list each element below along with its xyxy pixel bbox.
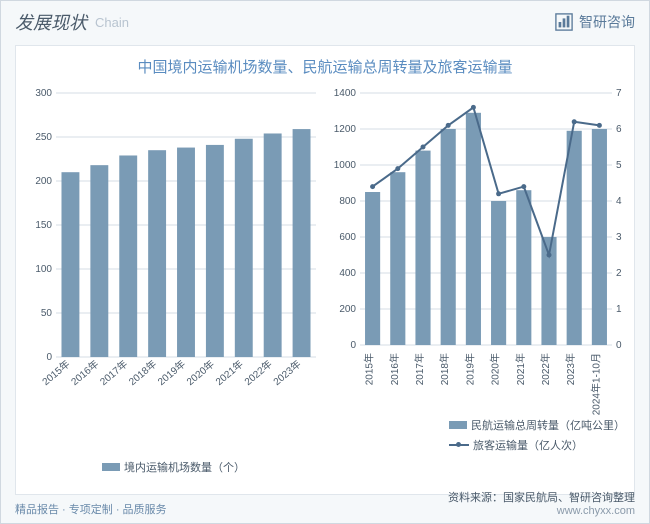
svg-text:5: 5 <box>616 160 622 171</box>
svg-text:2015年: 2015年 <box>39 357 72 388</box>
svg-text:2022年: 2022年 <box>539 353 552 385</box>
svg-text:7: 7 <box>616 88 622 99</box>
page-title: 发展现状 <box>15 9 87 35</box>
svg-text:2020年: 2020年 <box>184 357 217 388</box>
svg-text:2017年: 2017年 <box>413 353 426 385</box>
svg-text:2016年: 2016年 <box>388 353 401 385</box>
svg-text:0: 0 <box>46 352 52 363</box>
svg-text:50: 50 <box>41 308 53 319</box>
svg-text:2021年: 2021年 <box>514 353 527 385</box>
brand-text: 智研咨询 <box>579 12 635 32</box>
svg-text:1200: 1200 <box>334 124 357 135</box>
left-chart: 0501001502002503002015年2016年2017年2018年20… <box>22 87 322 417</box>
svg-text:300: 300 <box>35 88 52 99</box>
page-subtitle: Chain <box>95 15 129 30</box>
footer-url: www.chyxx.com <box>448 505 635 517</box>
left-legend-row: 境内运输机场数量（个） <box>102 459 628 475</box>
legend-bar-icon <box>449 421 467 429</box>
svg-text:2015年: 2015年 <box>363 353 376 385</box>
svg-text:2019年: 2019年 <box>463 353 476 385</box>
svg-text:100: 100 <box>35 264 52 275</box>
svg-text:600: 600 <box>339 232 356 243</box>
svg-text:2016年: 2016年 <box>68 357 101 388</box>
svg-text:6: 6 <box>616 124 622 135</box>
svg-text:2018年: 2018年 <box>126 357 159 388</box>
svg-text:800: 800 <box>339 196 356 207</box>
svg-text:150: 150 <box>35 220 52 231</box>
legend-bar-right-label: 民航运输总周转量（亿吨公里） <box>471 417 625 433</box>
svg-text:0: 0 <box>616 340 622 351</box>
charts-row: 0501001502002503002015年2016年2017年2018年20… <box>22 87 628 417</box>
legend-left-label: 境内运输机场数量（个） <box>124 459 245 475</box>
page-wrapper: 智研 智研 发展现状 Chain 智研咨询 中国境内运输机场数量、民航运输总周转… <box>0 0 650 524</box>
svg-text:400: 400 <box>339 268 356 279</box>
footer-left: 精品报告 · 专项定制 · 品质服务 <box>15 501 167 517</box>
svg-text:2023年: 2023年 <box>564 353 577 385</box>
right-chart-svg: 0 200 400 600 800 1000 1200 1400 0 1 2 3 4 5 6 7 2015年 20… <box>326 87 636 417</box>
legend-bar-icon <box>102 463 120 471</box>
svg-text:2020年: 2020年 <box>489 353 502 385</box>
right-chart: 0 200 400 600 800 1000 1200 1400 0 1 2 3 4 5 6 7 2015年 20… <box>326 87 636 417</box>
svg-text:2021年: 2021年 <box>213 357 246 388</box>
brand-icon <box>555 13 573 31</box>
svg-text:200: 200 <box>35 176 52 187</box>
footer-right-block: 资料来源：国家民航局、智研咨询整理 www.chyxx.com <box>448 489 635 517</box>
svg-text:2023年: 2023年 <box>270 357 303 388</box>
svg-text:0: 0 <box>350 340 356 351</box>
svg-text:1000: 1000 <box>334 160 357 171</box>
right-legend-block: 民航运输总周转量（亿吨公里） 旅客运输量（亿人次） <box>449 417 625 453</box>
svg-text:1: 1 <box>616 304 622 315</box>
card-title: 中国境内运输机场数量、民航运输总周转量及旅客运输量 <box>22 56 628 77</box>
svg-text:2017年: 2017年 <box>97 357 130 388</box>
svg-text:250: 250 <box>35 132 52 143</box>
legend-bar-right: 民航运输总周转量（亿吨公里） <box>449 417 625 433</box>
svg-text:4: 4 <box>616 196 622 207</box>
svg-text:200: 200 <box>339 304 356 315</box>
footer-source: 资料来源：国家民航局、智研咨询整理 <box>448 492 635 504</box>
svg-text:2019年: 2019年 <box>155 357 188 388</box>
legend-left: 境内运输机场数量（个） <box>102 459 245 475</box>
legend-line-right-label: 旅客运输量（亿人次） <box>473 437 583 453</box>
left-chart-svg: 0501001502002503002015年2016年2017年2018年20… <box>22 87 322 417</box>
svg-text:2: 2 <box>616 268 622 279</box>
svg-text:3: 3 <box>616 232 622 243</box>
legend-line-right: 旅客运输量（亿人次） <box>449 437 625 453</box>
svg-text:1400: 1400 <box>334 88 357 99</box>
svg-text:2018年: 2018年 <box>438 353 451 385</box>
svg-text:2022年: 2022年 <box>242 357 275 388</box>
brand-block: 智研咨询 <box>555 12 635 32</box>
svg-text:2024年1-10月: 2024年1-10月 <box>589 353 602 415</box>
header: 发展现状 Chain 智研咨询 <box>1 1 649 41</box>
legend-line-icon <box>449 444 469 446</box>
footer: 精品报告 · 专项定制 · 品质服务 资料来源：国家民航局、智研咨询整理 www… <box>1 489 649 517</box>
